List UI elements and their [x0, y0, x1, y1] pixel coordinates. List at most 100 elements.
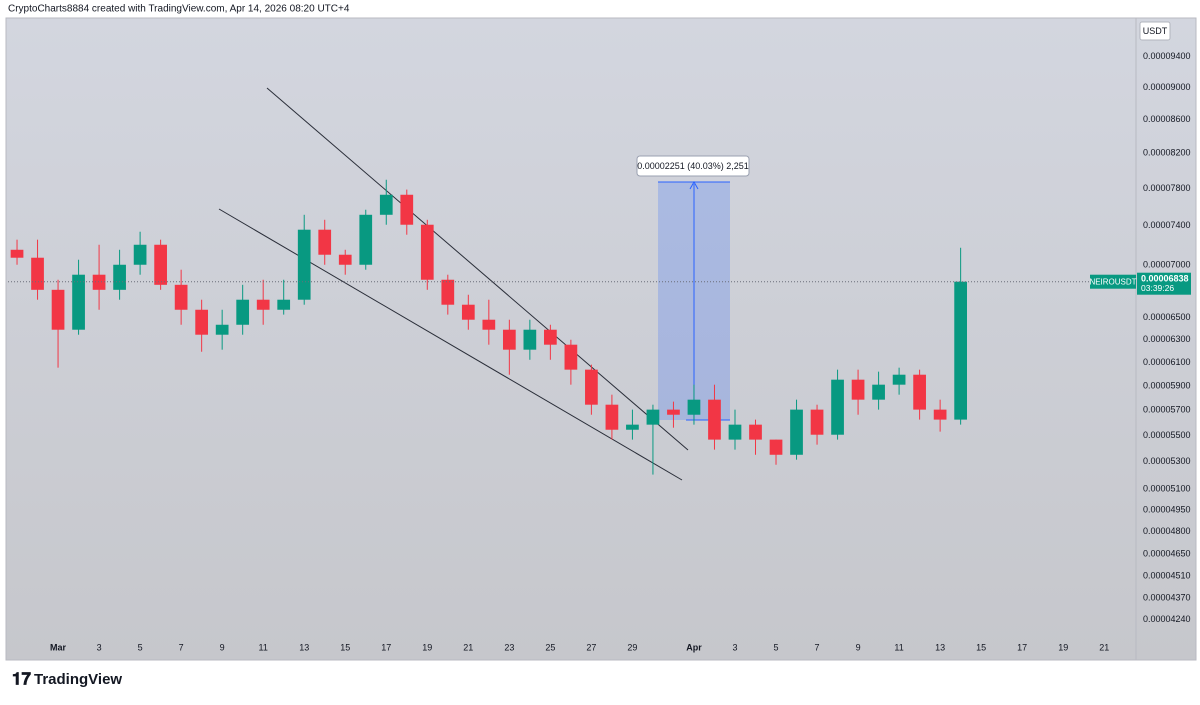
y-tick-label: 0.00004650 [1143, 549, 1191, 559]
x-tick-label: 17 [1017, 642, 1027, 652]
candle-body [913, 374, 926, 410]
x-tick-label: 3 [97, 642, 102, 652]
candle-body [544, 329, 557, 345]
x-tick-label: 13 [299, 642, 309, 652]
candle-body [790, 409, 803, 455]
candle-body [113, 264, 126, 290]
header: CryptoCharts8884 created with TradingVie… [8, 4, 350, 15]
x-tick-label: 21 [1099, 642, 1109, 652]
y-tick-label: 0.00005300 [1143, 456, 1191, 466]
candle-body [31, 257, 44, 290]
y-tick-label: 0.00004370 [1143, 593, 1191, 603]
trend-line [218, 208, 683, 481]
y-tick-label: 0.00007400 [1143, 220, 1191, 230]
candle-body [831, 379, 844, 435]
candle-body [359, 214, 373, 265]
x-tick-label: 5 [774, 642, 779, 652]
y-tick-label: 0.00009400 [1143, 51, 1191, 61]
candle-body [605, 404, 619, 430]
candle-body [256, 299, 270, 310]
labels: 0.00009400 0.00009000 0.00008600 0.00008200… [50, 51, 1191, 652]
y-tick-label: 0.00004240 [1143, 614, 1191, 624]
x-tick-label: 29 [627, 642, 637, 652]
candle-body [502, 329, 516, 350]
candle-body [933, 409, 947, 420]
currency: USDT [1143, 26, 1168, 36]
price-tag [1137, 272, 1191, 295]
measure-label: 0.00002251 (40.03%) 2,251 [637, 161, 749, 171]
candle-body [195, 309, 209, 335]
y-tick-label: 0.00004510 [1143, 570, 1191, 580]
y-tick-label: 0.00006300 [1143, 334, 1191, 344]
x-tick-label: 7 [179, 642, 184, 652]
currency-box [1139, 21, 1171, 41]
x-tick-label: 9 [220, 642, 225, 652]
candle-body [318, 229, 332, 255]
y-tick-label: 0.00004800 [1143, 526, 1191, 536]
candle-body [646, 409, 660, 425]
x-tick-label: 17 [381, 642, 391, 652]
candle-body [708, 399, 721, 440]
x-tick-label: 21 [463, 642, 473, 652]
candle-body [441, 279, 455, 305]
symbol-tag [1090, 274, 1136, 289]
x-tick-label: Mar [50, 642, 67, 652]
candle-body [379, 194, 393, 215]
y-tick-label: 0.00005700 [1143, 405, 1191, 415]
x-tick-label: 3 [732, 642, 737, 652]
x-tick-label: 15 [340, 642, 350, 652]
y-tick-label: 0.00004950 [1143, 504, 1191, 514]
x-tick-label: 11 [894, 642, 903, 652]
candle-body [461, 304, 475, 320]
trend-line [266, 87, 689, 451]
countdown: 03:39:26 [1141, 283, 1174, 293]
candle-body [400, 194, 414, 225]
brand-icon: 𝟏𝟕 [12, 669, 31, 688]
candle-body [749, 424, 762, 440]
measure-label-box [636, 155, 750, 177]
y-tick-label: 0.00007800 [1143, 183, 1191, 193]
candle-body [154, 244, 167, 285]
candle-body [667, 409, 680, 415]
y-tick-label: 0.00005500 [1143, 430, 1191, 440]
x-tick-label: 15 [976, 642, 986, 652]
candles [8, 179, 1135, 475]
x-tick-label: 25 [545, 642, 555, 652]
y-tick-label: 0.00008200 [1143, 148, 1191, 158]
candle-body [215, 324, 229, 335]
y-tick-label: 0.00007000 [1143, 260, 1191, 270]
last-price: 0.00006838 [1141, 274, 1189, 284]
candle-body [851, 379, 865, 400]
x-tick-label: 27 [586, 642, 596, 652]
plot-area [5, 17, 1197, 661]
symbol-name: NEIROUSDT [1089, 277, 1136, 286]
y-tick-label: 0.00006100 [1143, 357, 1191, 367]
candle-body [133, 244, 147, 265]
candle-body [420, 224, 434, 280]
x-tick-label: 7 [815, 642, 820, 652]
x-tick-label: 13 [935, 642, 945, 652]
x-tick-label: Apr [686, 642, 702, 652]
candle-body [810, 409, 824, 435]
x-tick-label: 9 [856, 642, 861, 652]
x-tick-label: 19 [1058, 642, 1068, 652]
candle-body [564, 344, 578, 370]
candle-body [626, 424, 639, 430]
candle-body [523, 329, 537, 350]
candle-body [482, 319, 496, 330]
x-tick-label: 5 [138, 642, 143, 652]
x-tick-label: 11 [259, 642, 268, 652]
candle-body [72, 274, 85, 330]
y-tick-label: 0.00005900 [1143, 380, 1191, 390]
y-tick-label: 0.00005100 [1143, 483, 1191, 493]
candle-body [10, 249, 24, 258]
y-tick-label: 0.00009000 [1143, 82, 1191, 92]
candle-body [769, 439, 783, 455]
y-tick-label: 0.00006500 [1143, 312, 1191, 322]
candle-body [297, 229, 311, 300]
candle-body [687, 399, 701, 415]
candle-body [954, 281, 967, 420]
x-tick-label: 19 [422, 642, 432, 652]
